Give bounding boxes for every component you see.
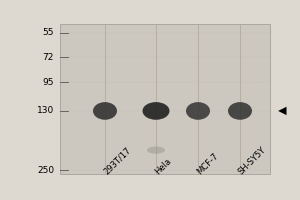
Text: MCF-7: MCF-7	[195, 151, 220, 176]
Bar	[60, 24, 270, 174]
Text: 130: 130	[37, 106, 54, 115]
Text: 95: 95	[43, 78, 54, 87]
Text: SH-SY5Y: SH-SY5Y	[237, 145, 268, 176]
Text: 250: 250	[37, 166, 54, 175]
Text: 55: 55	[43, 28, 54, 37]
Ellipse shape	[228, 102, 252, 120]
Text: Hela: Hela	[153, 156, 173, 176]
Ellipse shape	[93, 102, 117, 120]
Ellipse shape	[142, 102, 170, 120]
Ellipse shape	[186, 102, 210, 120]
Text: 293T/17: 293T/17	[102, 145, 133, 176]
Ellipse shape	[147, 147, 165, 154]
Text: 72: 72	[43, 53, 54, 62]
Polygon shape	[278, 107, 286, 115]
